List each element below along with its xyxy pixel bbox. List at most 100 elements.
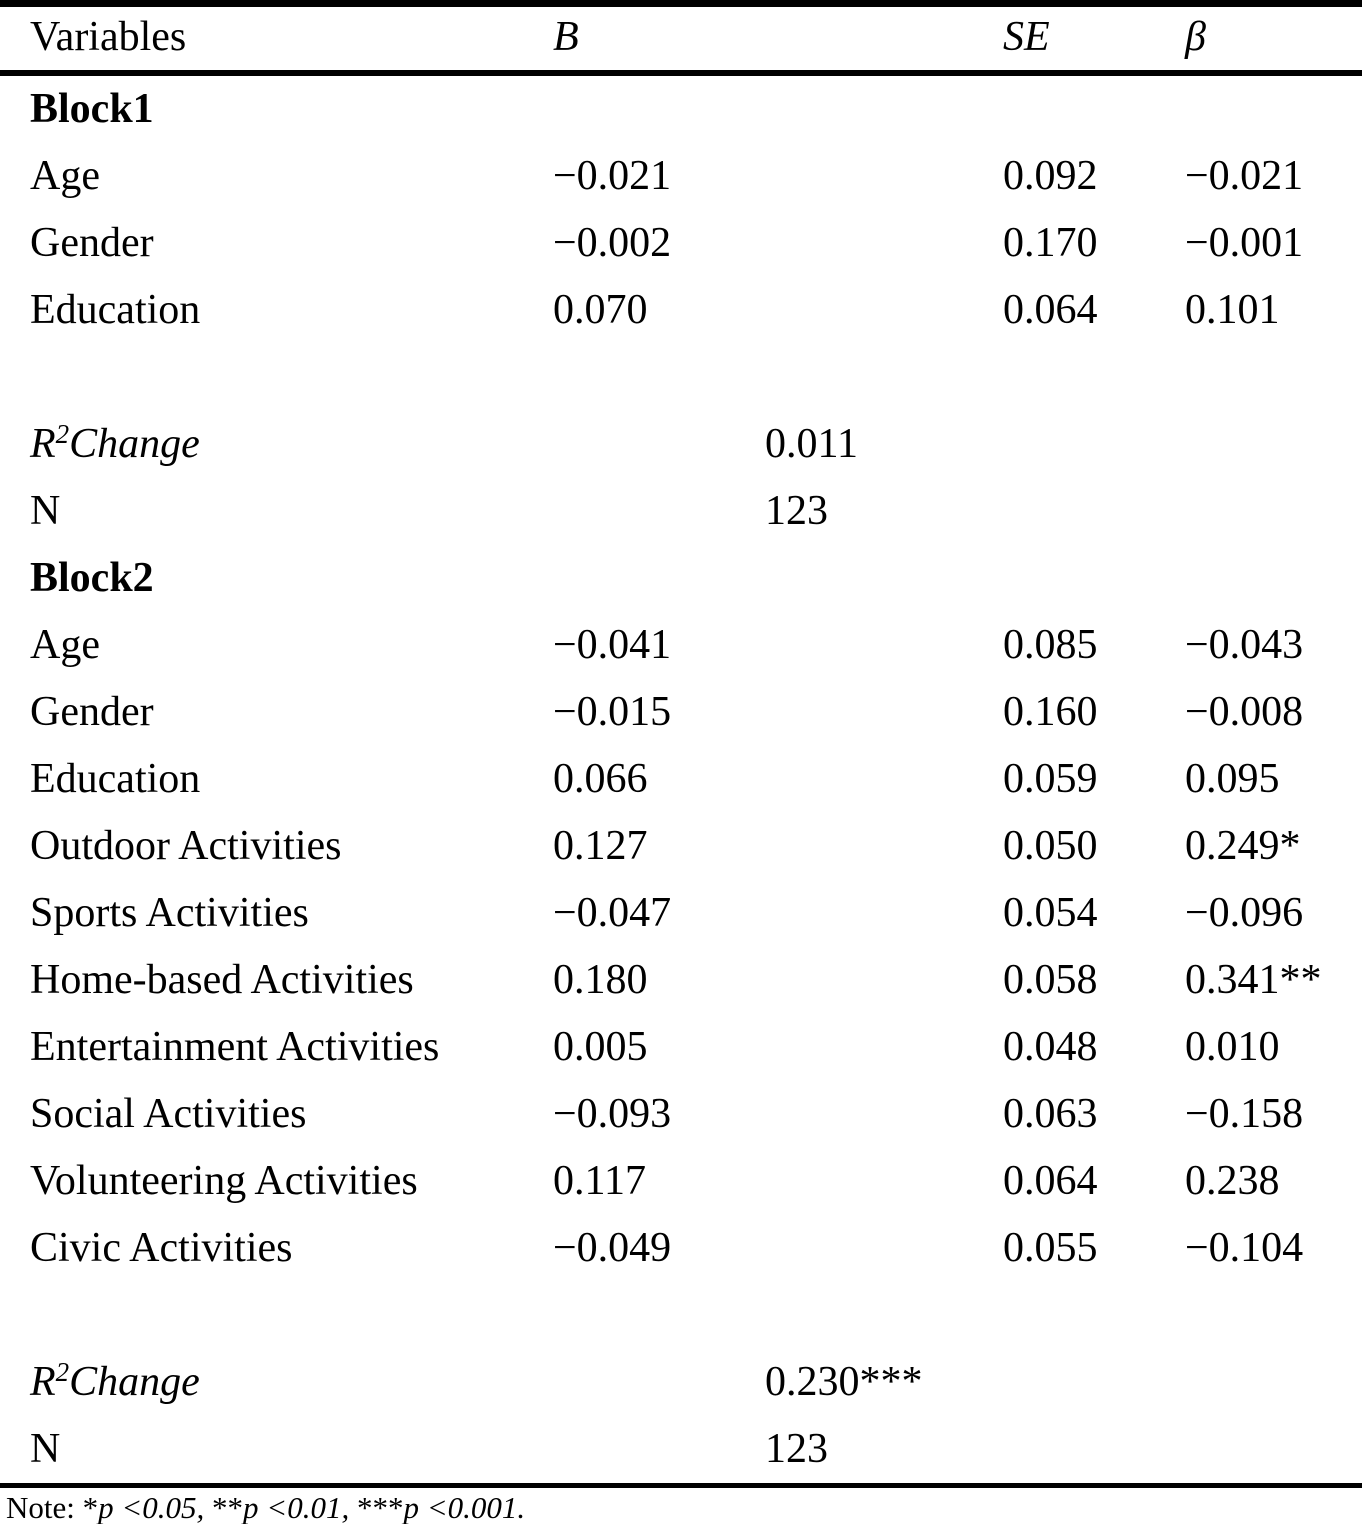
cell-variable: Outdoor Activities: [30, 823, 342, 869]
n-label: N: [30, 488, 61, 534]
cell-variable: Social Activities: [30, 1091, 307, 1137]
note-segment: ***: [356, 1490, 404, 1524]
cell-variable: Gender: [30, 220, 154, 266]
cell-beta: 0.249*: [1185, 823, 1301, 869]
note-segment: p: [98, 1490, 114, 1524]
cell-beta: −0.008: [1185, 689, 1304, 735]
spacer-row: [0, 1282, 1362, 1349]
col-header-variables: Variables: [30, 14, 187, 60]
r2-prefix: R: [30, 1359, 56, 1405]
section-header-block1: Block1: [0, 76, 1362, 143]
cell-beta: −0.043: [1185, 622, 1304, 668]
table-bottom-rule: [0, 1483, 1362, 1488]
table-row: Education 0.066 0.059 0.095: [0, 746, 1362, 813]
cell-se: 0.085: [1003, 622, 1098, 668]
r2change-label: R2Change: [30, 1349, 553, 1416]
block2-title: Block2: [30, 555, 154, 601]
cell-b: −0.049: [553, 1225, 672, 1271]
note-segment: <0.05,: [113, 1490, 213, 1524]
table-row-r2change: R2Change 0.011: [0, 411, 1362, 478]
note-segment: **: [212, 1490, 244, 1524]
table-row-n: N 123: [0, 1416, 1362, 1483]
table-row: Outdoor Activities 0.127 0.050 0.249*: [0, 813, 1362, 880]
table-row: Volunteering Activities 0.117 0.064 0.23…: [0, 1148, 1362, 1215]
table-header-row: Variables B SE β: [0, 7, 1362, 70]
table-row: Entertainment Activities 0.005 0.048 0.0…: [0, 1014, 1362, 1081]
r2change-label: R2Change: [30, 411, 553, 478]
cell-beta: −0.001: [1185, 220, 1304, 266]
cell-se: 0.160: [1003, 689, 1098, 735]
cell-variable: Education: [30, 287, 201, 333]
table-row: Gender −0.002 0.170 −0.001: [0, 210, 1362, 277]
note-segment: <0.01,: [258, 1490, 357, 1524]
cell-se: 0.064: [1003, 1158, 1098, 1204]
table-note: Note: *p <0.05, **p <0.01, ***p <0.001.: [0, 1488, 1362, 1524]
cell-b: −0.015: [553, 689, 672, 735]
note-segment: p: [243, 1490, 259, 1524]
cell-beta: 0.238: [1185, 1158, 1280, 1204]
cell-variable: Home-based Activities: [30, 957, 414, 1003]
cell-variable: Volunteering Activities: [30, 1158, 418, 1204]
table-row: Sports Activities −0.047 0.054 −0.096: [0, 880, 1362, 947]
r2-superscript: 2: [55, 419, 70, 449]
table-row: Social Activities −0.093 0.063 −0.158: [0, 1081, 1362, 1148]
cell-b: 0.066: [553, 756, 648, 802]
cell-b: −0.041: [553, 622, 672, 668]
r2change-value: 0.230***: [765, 1359, 923, 1405]
cell-beta: 0.101: [1185, 287, 1280, 333]
table-top-rule: [0, 0, 1362, 7]
table-row-r2change: R2Change 0.230***: [0, 1349, 1362, 1416]
n-value: 123: [765, 1426, 828, 1472]
cell-beta: 0.010: [1185, 1024, 1280, 1070]
cell-b: −0.021: [553, 153, 672, 199]
cell-b: 0.070: [553, 287, 648, 333]
cell-beta: −0.096: [1185, 890, 1304, 936]
cell-se: 0.048: [1003, 1024, 1098, 1070]
n-value: 123: [765, 488, 828, 534]
cell-b: 0.117: [553, 1158, 646, 1204]
cell-se: 0.055: [1003, 1225, 1098, 1271]
spacer-row: [0, 344, 1362, 411]
cell-b: 0.005: [553, 1024, 648, 1070]
col-header-beta: β: [1185, 14, 1206, 60]
n-label: N: [30, 1426, 61, 1472]
cell-se: 0.058: [1003, 957, 1098, 1003]
cell-b: 0.180: [553, 957, 648, 1003]
r2-suffix: Change: [69, 1359, 200, 1405]
cell-b: 0.127: [553, 823, 648, 869]
cell-variable: Civic Activities: [30, 1225, 293, 1271]
col-header-b: B: [553, 14, 579, 60]
cell-beta: −0.104: [1185, 1225, 1304, 1271]
r2-prefix: R: [30, 421, 56, 467]
cell-se: 0.059: [1003, 756, 1098, 802]
r2-superscript: 2: [55, 1357, 70, 1387]
table-row: Age −0.021 0.092 −0.021: [0, 143, 1362, 210]
cell-se: 0.050: [1003, 823, 1098, 869]
cell-se: 0.063: [1003, 1091, 1098, 1137]
cell-beta: 0.341**: [1185, 957, 1322, 1003]
table-row: Gender −0.015 0.160 −0.008: [0, 679, 1362, 746]
cell-se: 0.054: [1003, 890, 1098, 936]
cell-b: −0.093: [553, 1091, 672, 1137]
header-separator-rule: [0, 70, 1362, 76]
cell-variable: Entertainment Activities: [30, 1024, 440, 1070]
r2-suffix: Change: [69, 421, 200, 467]
cell-se: 0.092: [1003, 153, 1098, 199]
cell-se: 0.170: [1003, 220, 1098, 266]
cell-variable: Education: [30, 756, 201, 802]
note-segment: <0.001.: [418, 1490, 526, 1524]
cell-b: −0.047: [553, 890, 672, 936]
cell-b: −0.002: [553, 220, 672, 266]
cell-beta: −0.158: [1185, 1091, 1304, 1137]
table-row: Home-based Activities 0.180 0.058 0.341*…: [0, 947, 1362, 1014]
cell-se: 0.064: [1003, 287, 1098, 333]
block1-title: Block1: [30, 86, 154, 132]
cell-beta: −0.021: [1185, 153, 1304, 199]
table-row: Civic Activities −0.049 0.055 −0.104: [0, 1215, 1362, 1282]
note-segment: p: [403, 1490, 419, 1524]
col-header-se: SE: [1003, 14, 1050, 60]
cell-variable: Sports Activities: [30, 890, 309, 936]
r2change-value: 0.011: [765, 421, 858, 467]
section-header-block2: Block2: [0, 545, 1362, 612]
